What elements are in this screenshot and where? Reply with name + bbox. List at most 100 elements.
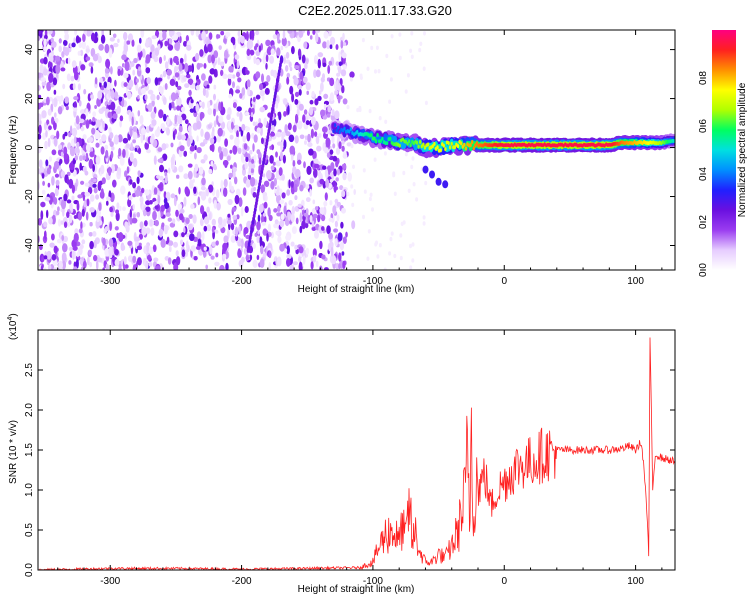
noise-cell: [145, 38, 149, 48]
noise-cell: [190, 84, 196, 89]
noise-cell: [71, 195, 75, 201]
noise-cell: [328, 232, 333, 240]
noise-cell: [255, 58, 261, 66]
noise-cell: [71, 60, 77, 68]
noise-cell: [317, 95, 322, 101]
noise-cell: [336, 147, 340, 155]
noise-cell: [164, 40, 168, 47]
noise-cell: [312, 30, 316, 35]
noise-cell: [337, 95, 341, 104]
noise-cell: [316, 30, 321, 33]
noise-cell: [248, 166, 252, 173]
noise-cell: [92, 116, 96, 123]
ridge-cell: [335, 128, 338, 133]
noise-cell: [150, 227, 155, 236]
noise-cell: [53, 160, 60, 170]
noise-cell: [157, 43, 161, 51]
noise-cell: [243, 143, 248, 150]
noise-cell: [58, 96, 62, 105]
noise-cell: [220, 121, 226, 130]
noise-cell: [181, 113, 187, 121]
noise-cell: [111, 146, 115, 151]
noise-cell: [121, 54, 127, 61]
noise-cell: [60, 220, 64, 225]
spectrogram-x-tick-label: -300: [100, 276, 120, 287]
noise-cell: [82, 155, 87, 161]
noise-cell: [147, 89, 154, 95]
noise-cell: [184, 62, 189, 73]
ridge-cell: [472, 146, 475, 151]
noise-cell: [246, 79, 251, 88]
noise-cell: [175, 66, 179, 71]
noise-cell: [54, 117, 59, 124]
noise-cell: [68, 214, 73, 224]
noise-cell: [291, 93, 295, 103]
noise-cell: [358, 107, 362, 113]
noise-cell: [48, 72, 54, 83]
noise-cell: [184, 83, 190, 88]
noise-cell: [228, 172, 233, 178]
noise-cell: [280, 45, 284, 51]
noise-cell: [68, 260, 72, 265]
noise-cell: [283, 248, 288, 253]
noise-cell: [143, 209, 147, 217]
noise-cell: [304, 63, 308, 70]
noise-cell: [189, 145, 195, 152]
noise-cell: [404, 152, 408, 157]
snr-x-tick-label: -300: [100, 576, 120, 587]
noise-cell: [411, 242, 415, 247]
noise-cell: [53, 245, 58, 254]
noise-cell: [180, 239, 184, 246]
noise-cell: [317, 214, 321, 223]
noise-cell: [51, 233, 55, 241]
noise-cell: [222, 147, 228, 157]
noise-cell: [309, 214, 313, 223]
noise-cell: [230, 185, 234, 192]
noise-cell: [187, 78, 194, 85]
noise-cell: [202, 231, 205, 241]
spectrogram-y-ticks: -40 -20 0 20 40: [24, 44, 675, 253]
noise-cell: [209, 144, 214, 151]
noise-cell: [276, 33, 280, 42]
noise-cell: [56, 238, 62, 244]
noise-cell: [176, 105, 181, 111]
noise-cell: [253, 134, 258, 143]
noise-cell: [194, 163, 199, 172]
noise-cell: [185, 73, 191, 79]
noise-cell: [73, 215, 78, 219]
noise-cell: [141, 48, 146, 58]
noise-cell: [38, 124, 42, 135]
ridge-cell: [450, 141, 453, 146]
noise-cell: [69, 146, 76, 157]
noise-cell: [406, 73, 410, 78]
noise-cell: [116, 105, 121, 115]
noise-cell: [287, 122, 292, 131]
noise-cell: [69, 162, 75, 171]
ridge-cell: [423, 145, 427, 150]
noise-cell: [204, 131, 210, 141]
noise-cell: [83, 30, 87, 35]
noise-cell: [64, 47, 70, 56]
noise-cell: [240, 238, 244, 249]
noise-cell: [289, 145, 295, 155]
colorbar: 0.0 0.2 0.4 0.6 0.8 Normalized spectral ampl…: [698, 30, 748, 277]
noise-cell: [275, 190, 280, 196]
noise-cell: [164, 175, 168, 184]
noise-cell: [248, 39, 254, 49]
noise-cell: [259, 236, 263, 245]
noise-cell: [368, 196, 372, 202]
noise-cell: [276, 185, 280, 193]
noise-cell: [84, 182, 90, 187]
noise-cell: [283, 111, 287, 117]
noise-cell: [201, 101, 205, 110]
noise-cell: [79, 162, 82, 171]
noise-cell: [196, 135, 199, 142]
noise-cell: [333, 168, 337, 177]
noise-cell: [84, 170, 89, 176]
noise-cell: [308, 107, 314, 116]
noise-cell: [119, 120, 122, 128]
noise-cell: [206, 84, 210, 89]
noise-cell: [39, 64, 44, 74]
noise-cell: [38, 145, 42, 154]
noise-cell: [53, 89, 57, 95]
